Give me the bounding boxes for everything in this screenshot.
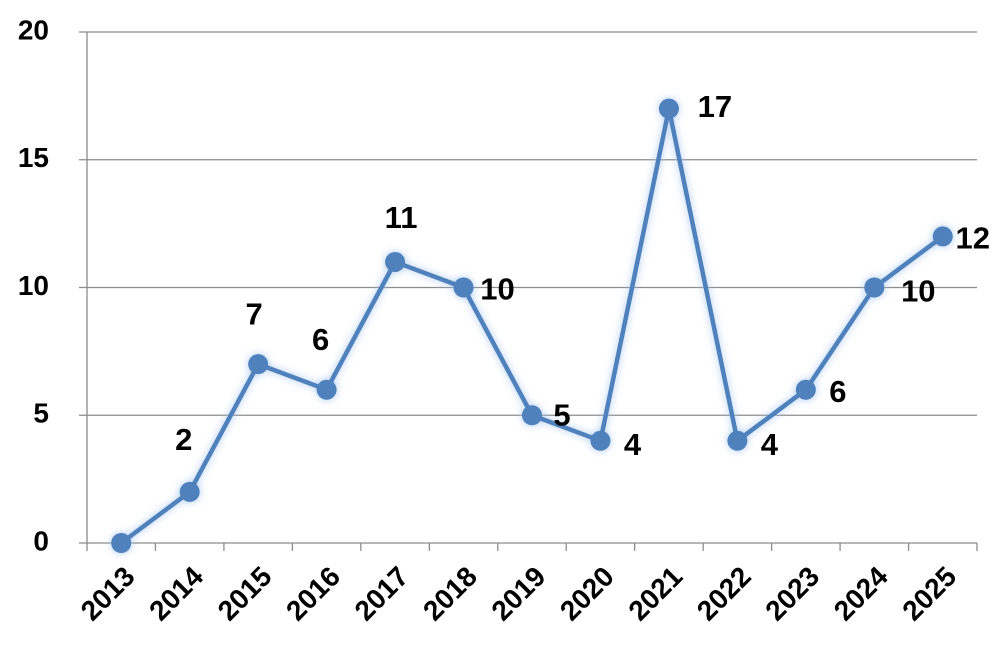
y-tick-label: 10 bbox=[18, 270, 49, 301]
data-label: 4 bbox=[624, 427, 642, 462]
marker bbox=[932, 226, 953, 247]
data-label: 10 bbox=[901, 274, 935, 309]
marker bbox=[658, 98, 679, 119]
y-tick-label: 5 bbox=[33, 398, 49, 429]
data-label: 5 bbox=[553, 397, 570, 432]
marker bbox=[179, 481, 200, 502]
marker bbox=[248, 354, 269, 375]
x-tick-label: 2019 bbox=[485, 561, 551, 627]
marker bbox=[522, 405, 542, 426]
marker bbox=[727, 430, 748, 451]
line bbox=[119, 106, 945, 545]
x-tick-label: 2013 bbox=[75, 561, 141, 627]
marker bbox=[316, 379, 337, 400]
x-tick-label: 2021 bbox=[622, 561, 688, 627]
x-tick-label: 2016 bbox=[280, 561, 346, 627]
marker bbox=[864, 277, 885, 298]
marker bbox=[795, 379, 816, 400]
data-label: 6 bbox=[312, 322, 329, 357]
x-tick-label: 2023 bbox=[759, 561, 825, 627]
marker bbox=[385, 251, 406, 272]
x-tick-label: 2025 bbox=[896, 561, 962, 627]
data-label: 2 bbox=[175, 422, 192, 457]
x-tick-label: 2014 bbox=[143, 560, 209, 626]
marker bbox=[453, 277, 474, 298]
x-tick-label: 2020 bbox=[554, 561, 620, 627]
data-label: 12 bbox=[956, 221, 990, 256]
data-label: 7 bbox=[246, 296, 263, 331]
data-label: 6 bbox=[829, 374, 846, 409]
x-tick-label: 2017 bbox=[349, 561, 415, 627]
data-label: 10 bbox=[480, 272, 514, 307]
y-tick-label: 15 bbox=[18, 142, 49, 173]
y-tick-label: 20 bbox=[18, 14, 49, 45]
data-label: 17 bbox=[698, 89, 732, 124]
marker bbox=[111, 533, 132, 553]
x-tick-label: 2018 bbox=[417, 561, 483, 627]
y-tick-label: 0 bbox=[33, 525, 49, 556]
series bbox=[111, 98, 953, 553]
x-tick-label: 2022 bbox=[691, 561, 757, 627]
x-tick-label: 2024 bbox=[828, 560, 894, 626]
data-label: 11 bbox=[385, 200, 418, 235]
x-tick-label: 2015 bbox=[212, 561, 278, 627]
data-label: 4 bbox=[761, 427, 779, 462]
marker bbox=[590, 430, 611, 451]
